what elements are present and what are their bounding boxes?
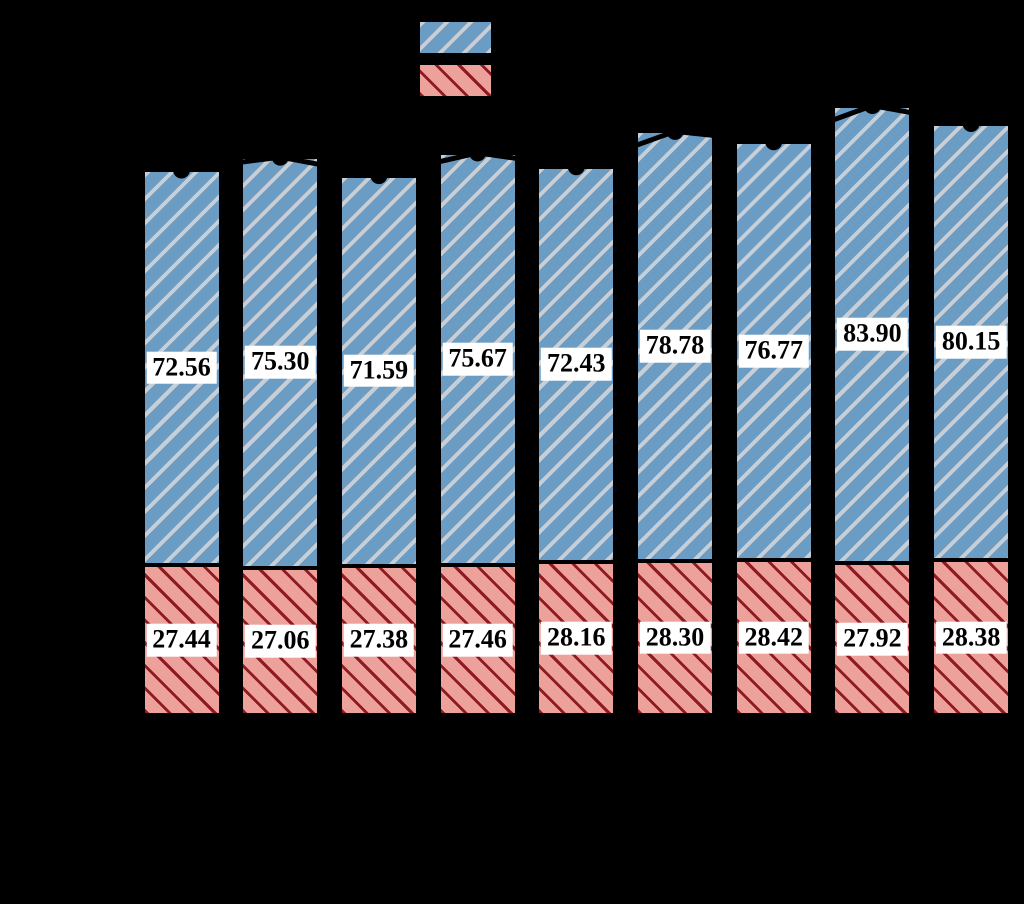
value-label-blue: 78.78	[639, 329, 711, 363]
legend-swatch-red-hatched	[419, 64, 492, 97]
value-label-blue: 75.30	[244, 346, 316, 379]
value-label-blue: 76.77	[738, 334, 809, 368]
value-label-red: 27.44	[146, 623, 217, 657]
value-label-red: 28.16	[541, 621, 612, 655]
value-label-red: 28.30	[639, 621, 711, 655]
value-label-red: 27.38	[343, 624, 415, 657]
value-label-red: 27.46	[442, 623, 513, 657]
value-label-blue: 71.59	[343, 354, 415, 387]
value-label-blue: 83.90	[837, 317, 908, 351]
value-label-blue: 80.15	[935, 325, 1007, 359]
value-label-red: 27.92	[837, 622, 908, 656]
legend-swatch-blue-hatched	[419, 21, 492, 54]
value-label-red: 28.42	[738, 621, 809, 654]
value-label-red: 28.38	[935, 621, 1007, 654]
value-label-red: 27.06	[244, 624, 316, 658]
value-label-blue: 75.67	[442, 342, 513, 376]
value-label-blue: 72.56	[146, 351, 217, 385]
value-label-blue: 72.43	[541, 347, 612, 381]
